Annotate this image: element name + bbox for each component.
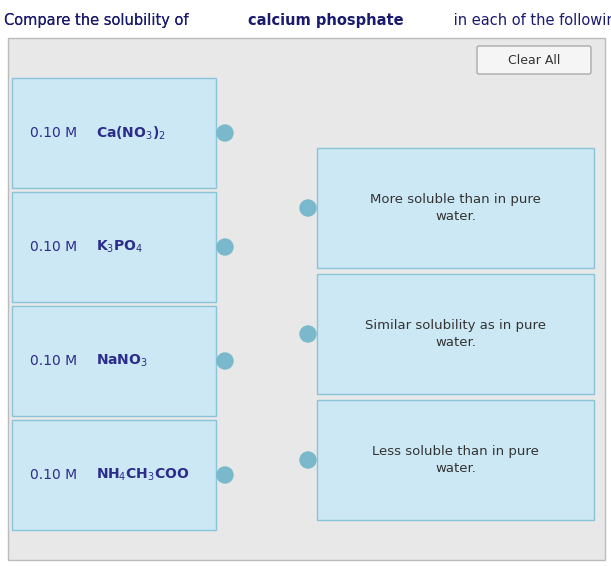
Circle shape [217, 125, 233, 141]
Circle shape [300, 200, 316, 216]
FancyBboxPatch shape [317, 148, 594, 268]
Text: K$_3$PO$_4$: K$_3$PO$_4$ [97, 239, 144, 255]
Circle shape [217, 353, 233, 369]
Text: 0.10 M: 0.10 M [30, 468, 81, 482]
Text: Compare the solubility of: Compare the solubility of [4, 13, 193, 28]
FancyBboxPatch shape [317, 400, 594, 520]
Text: Compare the solubility of: Compare the solubility of [4, 13, 193, 28]
Circle shape [217, 467, 233, 483]
Text: 0.10 M: 0.10 M [30, 126, 81, 140]
FancyBboxPatch shape [12, 306, 216, 416]
Circle shape [300, 452, 316, 468]
Text: in each of the following aqueous solutions:: in each of the following aqueous solutio… [449, 13, 611, 28]
Text: Less soluble than in pure
water.: Less soluble than in pure water. [372, 445, 539, 475]
FancyBboxPatch shape [317, 274, 594, 394]
Text: NH$_4$CH$_3$COO: NH$_4$CH$_3$COO [97, 467, 189, 483]
Circle shape [217, 239, 233, 255]
FancyBboxPatch shape [8, 38, 605, 560]
FancyBboxPatch shape [12, 78, 216, 188]
Text: 0.10 M: 0.10 M [30, 354, 81, 368]
Text: Similar solubility as in pure
water.: Similar solubility as in pure water. [365, 319, 546, 349]
FancyBboxPatch shape [477, 46, 591, 74]
Text: 0.10 M: 0.10 M [30, 240, 81, 254]
Text: More soluble than in pure
water.: More soluble than in pure water. [370, 193, 541, 223]
Circle shape [300, 326, 316, 342]
Text: calcium phosphate: calcium phosphate [248, 13, 404, 28]
Text: Ca(NO$_3$)$_2$: Ca(NO$_3$)$_2$ [97, 125, 166, 142]
Text: Clear All: Clear All [508, 54, 560, 66]
Text: NaNO$_3$: NaNO$_3$ [97, 353, 148, 369]
FancyBboxPatch shape [12, 420, 216, 530]
FancyBboxPatch shape [12, 192, 216, 302]
